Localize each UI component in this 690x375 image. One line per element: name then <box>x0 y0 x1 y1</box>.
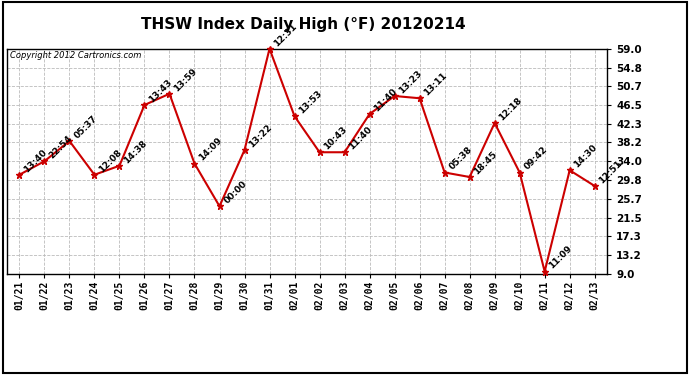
Text: 13:53: 13:53 <box>297 89 324 116</box>
Text: 18:45: 18:45 <box>473 150 499 176</box>
Text: 14:38: 14:38 <box>122 138 149 165</box>
Text: 13:22: 13:22 <box>247 123 274 149</box>
Text: 14:09: 14:09 <box>197 136 224 163</box>
Text: 12:31: 12:31 <box>273 21 299 48</box>
Text: THSW Index Daily High (°F) 20120214: THSW Index Daily High (°F) 20120214 <box>141 17 466 32</box>
Text: 10:43: 10:43 <box>322 125 349 152</box>
Text: 05:38: 05:38 <box>447 145 474 172</box>
Text: 14:30: 14:30 <box>573 143 599 170</box>
Text: 11:40: 11:40 <box>373 87 399 113</box>
Text: 12:08: 12:08 <box>97 147 124 174</box>
Text: 13:43: 13:43 <box>147 78 174 104</box>
Text: 13:59: 13:59 <box>172 66 199 93</box>
Text: 00:00: 00:00 <box>222 179 248 206</box>
Text: Copyright 2012 Cartronics.com: Copyright 2012 Cartronics.com <box>10 51 141 60</box>
Text: 09:42: 09:42 <box>522 145 549 172</box>
Text: 12:51: 12:51 <box>598 159 624 185</box>
Text: 05:37: 05:37 <box>72 114 99 140</box>
Text: 13:11: 13:11 <box>422 71 449 98</box>
Text: 11:40: 11:40 <box>347 125 374 152</box>
Text: 13:40: 13:40 <box>22 147 49 174</box>
Text: 11:09: 11:09 <box>547 244 574 271</box>
Text: 12:18: 12:18 <box>497 96 524 122</box>
Text: 22:54: 22:54 <box>47 134 74 160</box>
Text: 13:23: 13:23 <box>397 69 424 95</box>
